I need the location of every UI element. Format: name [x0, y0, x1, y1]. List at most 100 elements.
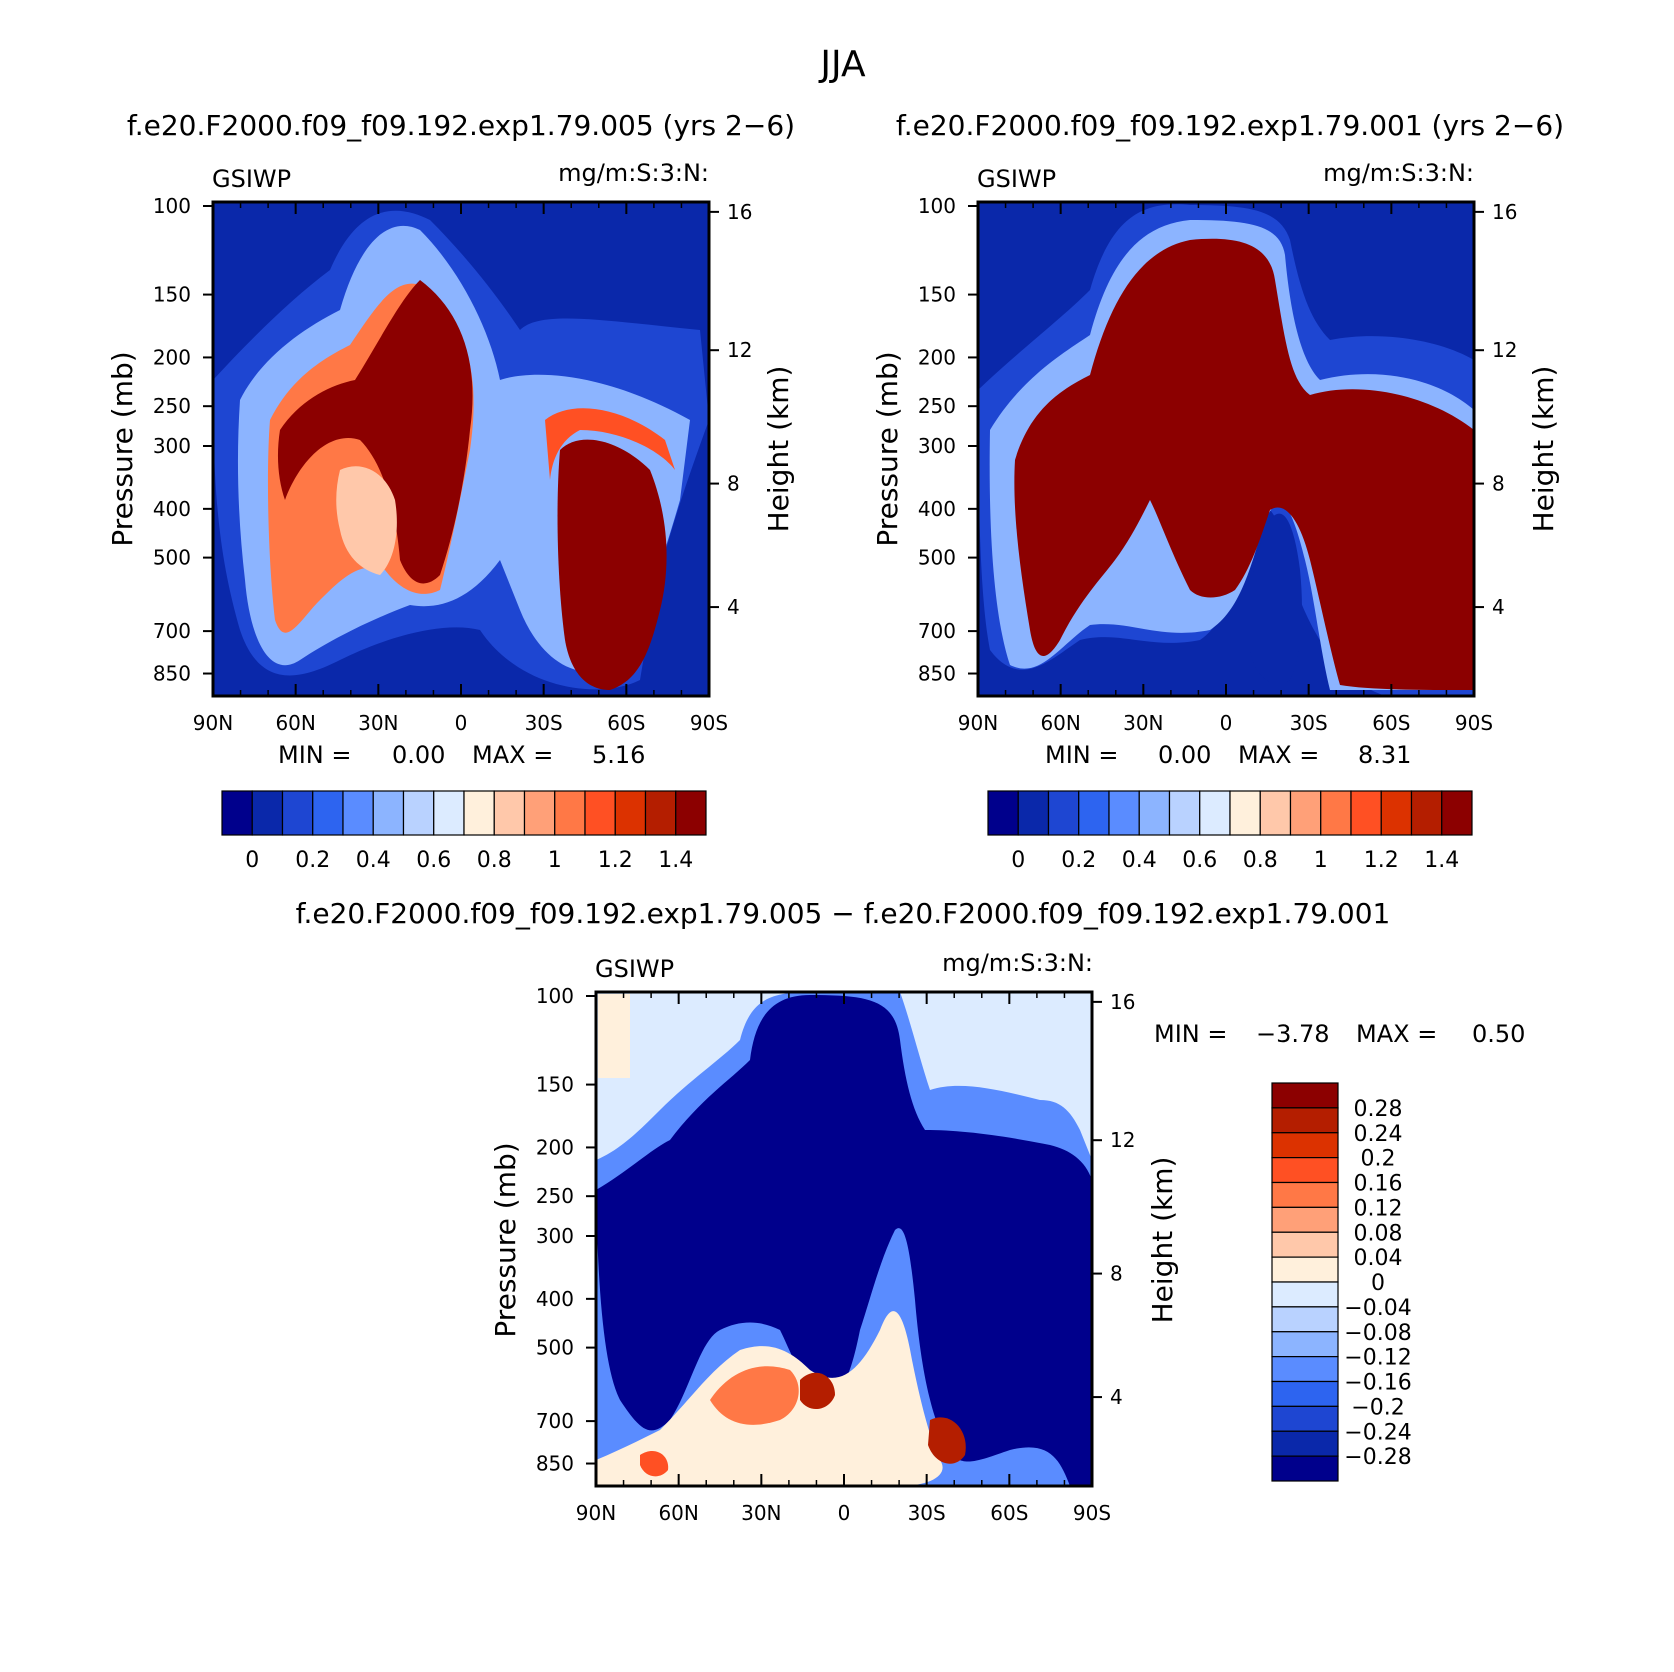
panel-3-min-label: MIN = [1154, 1020, 1227, 1048]
panel-1-colorbar-label: 0.4 [356, 848, 391, 873]
panel-3-colorbar-swatch [1271, 1107, 1339, 1134]
panel-3-colorbar-swatch [1271, 1157, 1339, 1184]
panel-2-x-tick-label: 0 [1220, 711, 1233, 735]
panel-1-colorbar-label: 0.8 [477, 848, 512, 873]
panel-2-colorbar-swatch [1259, 790, 1292, 836]
panel-2-colorbar-label: 0.4 [1122, 848, 1157, 873]
panel-2-colorbar-swatch [1350, 790, 1382, 836]
panel-3-title: f.e20.F2000.f09_f09.192.exp1.79.005 − f.… [296, 897, 1391, 930]
panel-1-field-cloud-left [277, 280, 473, 584]
panel-3-colorbar-swatch [1271, 1132, 1339, 1159]
panel-2-x-tick-label: 30N [1123, 711, 1163, 735]
panel-1-title: f.e20.F2000.f09_f09.192.exp1.79.005 (yrs… [127, 109, 795, 142]
panel-2-colorbar-swatch [1199, 790, 1231, 836]
panel-2-y-tick-label: 100 [918, 194, 956, 218]
panel-1-y2-tick-label: 12 [727, 338, 752, 362]
panel-3-field-negative-core [596, 995, 1092, 1486]
panel-2-x-tick-label: 60N [1040, 711, 1080, 735]
panel-1: f.e20.F2000.f09_f09.192.exp1.79.005 (yrs… [106, 109, 795, 873]
panel-3-x-tick-label: 60N [658, 1501, 698, 1525]
panel-2-x-tick-label: 30S [1290, 711, 1328, 735]
panel-1-colorbar-swatch [281, 790, 314, 836]
panel-1-colorbar-swatch [342, 790, 374, 836]
panel-1-colorbar-swatch [433, 790, 465, 836]
panel-1-colorbar-swatch [463, 790, 495, 836]
panel-2-colorbar-label: 0.2 [1061, 848, 1096, 873]
panel-3-colorbar-swatch [1271, 1331, 1339, 1358]
panel-3-colorbar-swatch [1271, 1281, 1339, 1308]
panel-2-plot [978, 202, 1474, 696]
panel-3-field-pale-corner [598, 994, 630, 1078]
panel-2-colorbar-swatch [1410, 790, 1443, 836]
panel-2-colorbar-swatch [1168, 790, 1201, 836]
panel-1-y2label: Height (km) [762, 366, 795, 533]
panel-3-colorbar-label: 0.12 [1354, 1196, 1403, 1221]
panel-2-y2-tick-label: 16 [1492, 200, 1517, 224]
panel-2-colorbar-label: 0.6 [1182, 848, 1217, 873]
panel-1-colorbar-label: 0.6 [416, 848, 451, 873]
panel-1-colorbar-swatch [675, 790, 707, 836]
panel-1-colorbar-swatch [644, 790, 677, 836]
panel-1-colorbar-label: 1 [548, 848, 562, 873]
panel-1-max-label: MAX = [472, 741, 553, 769]
panel-3-colorbar-label: 0.2 [1361, 1147, 1396, 1172]
panel-2-colorbar-swatch [1441, 790, 1473, 836]
panel-2-colorbar-swatch [1047, 790, 1080, 836]
panel-2-colorbar-swatch [1108, 790, 1140, 836]
panel-2-min-value: 0.00 [1158, 741, 1211, 769]
panel-1-y-tick-label: 150 [153, 283, 191, 307]
panel-3-y2label: Height (km) [1146, 1157, 1179, 1324]
panel-2-title: f.e20.F2000.f09_f09.192.exp1.79.001 (yrs… [896, 109, 1564, 142]
panel-2-colorbar-swatch [1289, 790, 1322, 836]
panel-2-colorbar-label: 0 [1011, 848, 1025, 873]
panel-3-colorbar-label: −0.28 [1344, 1445, 1411, 1470]
panel-1-y-tick-label: 250 [153, 394, 191, 418]
panel-1-x-tick-label: 90N [193, 711, 233, 735]
panel-3-colorbar-swatch [1271, 1356, 1339, 1383]
panel-3-colorbar-swatch [1271, 1256, 1339, 1283]
panel-2-colorbar-swatch [1380, 790, 1413, 836]
panel-1-ylabel: Pressure (mb) [106, 351, 139, 546]
panel-1-colorbar-swatch [221, 790, 253, 836]
panel-3-plot [596, 992, 1092, 1486]
panel-3-stats: MIN = −3.78 MAX = 0.50 [1154, 1020, 1525, 1048]
panel-2-max-label: MAX = [1238, 741, 1319, 769]
panel-2-y-tick-label: 850 [918, 662, 956, 686]
panel-3-colorbar-label: −0.08 [1344, 1321, 1411, 1346]
panel-2-y-tick-label: 700 [918, 619, 956, 643]
panel-3-colorbar-label: 0.16 [1354, 1172, 1403, 1197]
panel-2-colorbar-label: 0.8 [1243, 848, 1278, 873]
panel-1-x-tick-label: 0 [455, 711, 468, 735]
panel-3-y2-tick-label: 4 [1110, 1385, 1123, 1409]
panel-3-axes: 90N 60N 30N 0 30S 60S 90S 100 150 200 250 300 400 500… [536, 984, 1136, 1525]
panel-2-colorbar-swatch [1138, 790, 1171, 836]
panel-3-colorbar-swatch [1271, 1306, 1339, 1333]
panel-2-field-cloud-main [1014, 238, 1474, 690]
panel-2-stats: MIN = 0.00 MAX = 8.31 [1045, 741, 1411, 769]
panel-3-colorbar-swatch [1271, 1380, 1339, 1407]
figure-title: JJA [818, 44, 866, 85]
panel-3-y-tick-label: 700 [536, 1409, 574, 1433]
panel-1-x-tick-label: 90S [690, 711, 728, 735]
panel-2-y-tick-label: 200 [918, 345, 956, 369]
panel-2-field-blue-wedge [1248, 513, 1302, 684]
panel-2-colorbar-label: 1.2 [1364, 848, 1399, 873]
panel-3-max-value: 0.50 [1472, 1020, 1525, 1048]
panel-1-y-tick-label: 850 [153, 662, 191, 686]
panel-3-min-value: −3.78 [1256, 1020, 1330, 1048]
panel-3-colorbar-label: −0.24 [1344, 1420, 1411, 1445]
panel-2-units-label: mg/m:S:3:N: [1323, 159, 1474, 187]
panel-3-colorbar-swatch [1271, 1082, 1339, 1109]
panel-1-x-tick-label: 30N [358, 711, 398, 735]
panel-3-colorbar-label: −0.04 [1344, 1296, 1411, 1321]
panel-2-colorbar-swatch [1078, 790, 1110, 836]
panel-1-units-label: mg/m:S:3:N: [558, 159, 709, 187]
panel-3-colorbar-label: 0.04 [1354, 1246, 1403, 1271]
panel-3-colorbar-swatch [1271, 1455, 1339, 1482]
panel-1-colorbar-label: 0.2 [295, 848, 330, 873]
panel-1-y-tick-label: 300 [153, 434, 191, 458]
panel-3-y-tick-label: 250 [536, 1184, 574, 1208]
panel-2-variable-label: GSIWP [977, 165, 1056, 193]
panel-3-x-tick-label: 90N [576, 1501, 616, 1525]
